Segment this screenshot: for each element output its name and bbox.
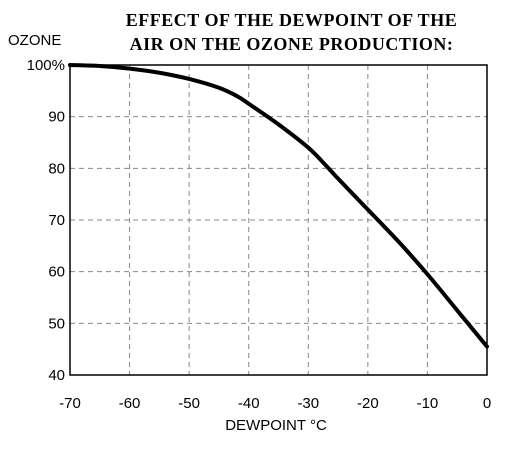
- series-group: [68, 63, 489, 349]
- y-tick-label: 40: [48, 367, 65, 384]
- plot-frame: [69, 64, 488, 376]
- y-tick-label: 90: [48, 109, 65, 126]
- y-axis-label: OZONE: [8, 32, 61, 49]
- tick-labels: -70 -60 -50 -40 -30 -20 -10 0 40 50 60 70 80 90 100%: [27, 57, 492, 412]
- x-tick-label: -50: [178, 395, 200, 412]
- grid: [70, 65, 487, 375]
- chart-title: EFFECT OF THE DEWPOINT OF THE AIR ON THE…: [0, 8, 513, 56]
- x-tick-label: -60: [119, 395, 141, 412]
- y-tick-label: 60: [48, 264, 65, 281]
- y-tick-label: 70: [48, 212, 65, 229]
- x-tick-label: 0: [483, 395, 491, 412]
- x-tick-label: -40: [238, 395, 260, 412]
- chart-title-line-1: EFFECT OF THE DEWPOINT OF THE: [125, 10, 458, 30]
- y-tick-label: 100%: [27, 57, 65, 74]
- series-line: [68, 63, 489, 349]
- x-tick-label: -20: [357, 395, 379, 412]
- x-tick-label: -30: [297, 395, 319, 412]
- chart-title-line-2: AIR ON THE OZONE PRODUCTION:: [129, 34, 454, 54]
- y-tick-label: 50: [48, 315, 65, 332]
- x-tick-label: -70: [59, 395, 81, 412]
- x-tick-label: -10: [417, 395, 439, 412]
- x-axis-label: DEWPOINT °C: [225, 417, 327, 434]
- y-tick-label: 80: [48, 160, 65, 177]
